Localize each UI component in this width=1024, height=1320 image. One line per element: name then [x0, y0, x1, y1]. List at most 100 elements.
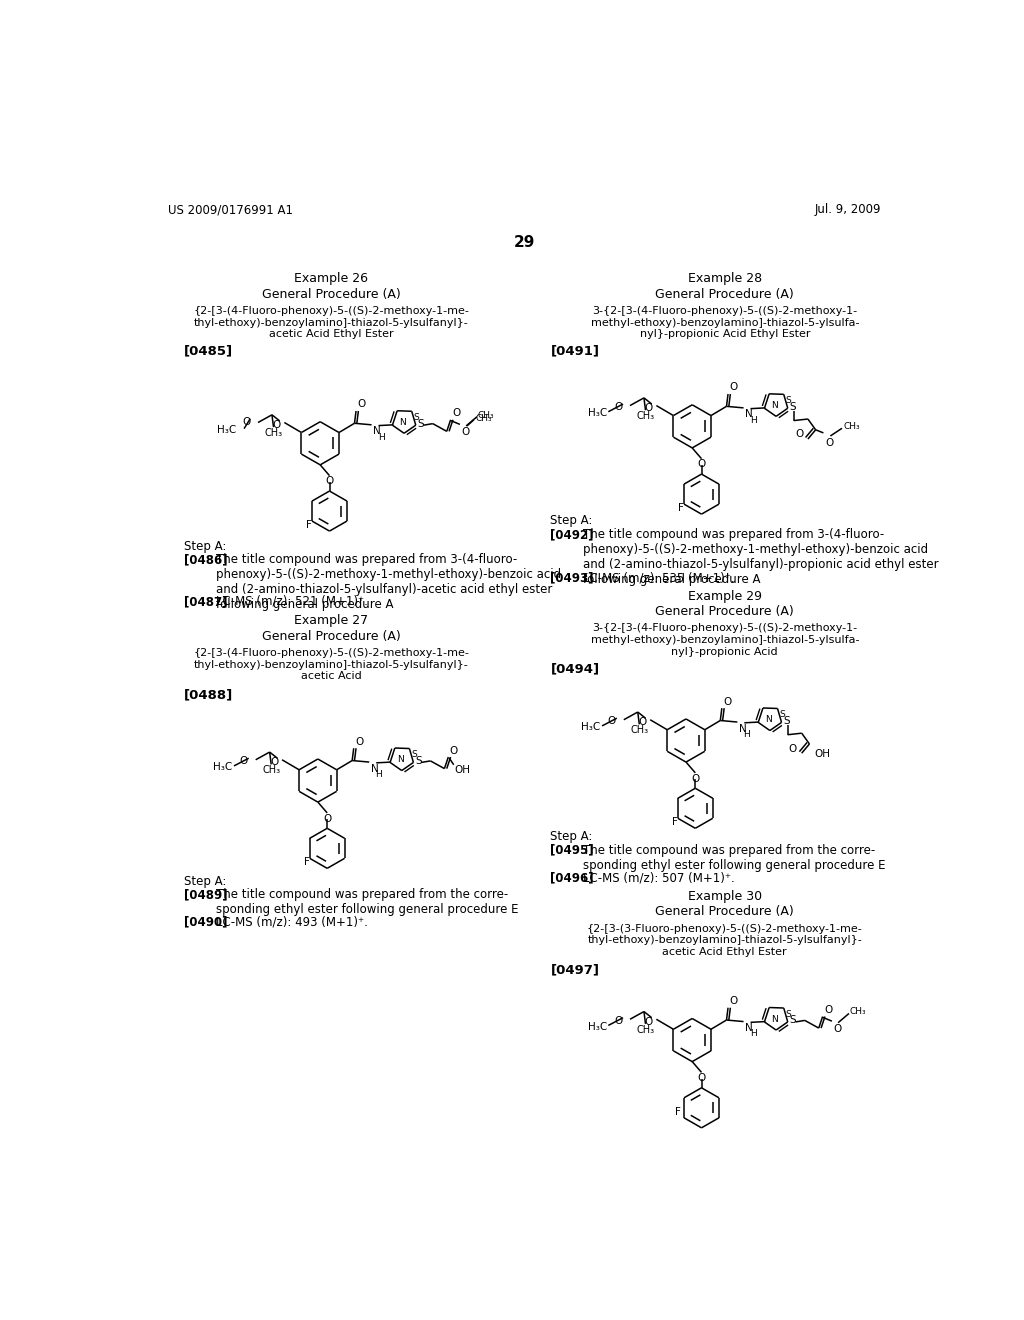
- Text: O: O: [614, 403, 623, 412]
- Text: O: O: [644, 1016, 652, 1027]
- Text: H₃C: H₃C: [217, 425, 237, 436]
- Text: O: O: [614, 1016, 623, 1026]
- Text: 3-{2-[3-(4-Fluoro-phenoxy)-5-((S)-2-methoxy-1-: 3-{2-[3-(4-Fluoro-phenoxy)-5-((S)-2-meth…: [592, 306, 857, 317]
- Text: O: O: [608, 717, 616, 726]
- Text: acetic Acid Ethyl Ester: acetic Acid Ethyl Ester: [663, 946, 787, 957]
- Text: F: F: [679, 503, 684, 513]
- Text: thyl-ethoxy)-benzoylamino]-thiazol-5-ylsulfanyl}-: thyl-ethoxy)-benzoylamino]-thiazol-5-yls…: [194, 660, 468, 669]
- Text: H: H: [750, 1030, 757, 1039]
- Text: O: O: [240, 756, 248, 767]
- Text: S: S: [790, 1015, 796, 1026]
- Text: S: S: [418, 418, 424, 429]
- Text: N: N: [371, 763, 379, 774]
- Text: H: H: [378, 433, 384, 441]
- Text: S: S: [783, 715, 790, 726]
- Text: S: S: [785, 396, 791, 405]
- Text: S: S: [411, 750, 417, 759]
- Text: N: N: [397, 755, 403, 764]
- Text: thyl-ethoxy)-benzoylamino]-thiazol-5-ylsulfanyl}-: thyl-ethoxy)-benzoylamino]-thiazol-5-yls…: [588, 936, 862, 945]
- Text: O: O: [323, 813, 332, 824]
- Text: [0494]: [0494]: [550, 663, 599, 676]
- Text: The title compound was prepared from 3-(4-fluoro-
phenoxy)-5-((S)-2-methoxy-1-me: The title compound was prepared from 3-(…: [216, 553, 561, 611]
- Text: O: O: [638, 717, 646, 727]
- Text: CH₃: CH₃: [844, 422, 860, 432]
- Text: CH₃: CH₃: [637, 1024, 654, 1035]
- Text: O: O: [729, 383, 738, 392]
- Text: [0488]: [0488]: [183, 688, 233, 701]
- Text: N: N: [739, 723, 746, 734]
- Text: O: O: [270, 758, 279, 767]
- Text: O: O: [453, 408, 461, 418]
- Text: H₃C: H₃C: [582, 722, 600, 733]
- Text: [0492]: [0492]: [550, 528, 594, 541]
- Text: S: S: [414, 413, 419, 422]
- Text: Step A:: Step A:: [183, 540, 226, 553]
- Text: F: F: [675, 1106, 681, 1117]
- Text: [0493]: [0493]: [550, 572, 594, 585]
- Text: [0486]: [0486]: [183, 553, 227, 566]
- Text: O: O: [691, 774, 699, 784]
- Text: The title compound was prepared from 3-(4-fluoro-
phenoxy)-5-((S)-2-methoxy-1-me: The title compound was prepared from 3-(…: [583, 528, 939, 586]
- Text: Example 26: Example 26: [294, 272, 368, 285]
- Text: nyl}-propionic Acid Ethyl Ester: nyl}-propionic Acid Ethyl Ester: [640, 330, 810, 339]
- Text: Step A:: Step A:: [550, 515, 593, 527]
- Text: {2-[3-(4-Fluoro-phenoxy)-5-((S)-2-methoxy-1-me-: {2-[3-(4-Fluoro-phenoxy)-5-((S)-2-methox…: [194, 648, 469, 659]
- Text: [0489]: [0489]: [183, 888, 227, 902]
- Text: nyl}-propionic Acid: nyl}-propionic Acid: [672, 647, 778, 656]
- Text: [0496]: [0496]: [550, 871, 594, 884]
- Text: General Procedure (A): General Procedure (A): [655, 605, 795, 618]
- Text: CH₃: CH₃: [264, 428, 283, 438]
- Text: LC-MS (m/z): 535 (M+1)⁺.: LC-MS (m/z): 535 (M+1)⁺.: [583, 572, 734, 585]
- Text: O: O: [450, 746, 458, 755]
- Text: acetic Acid: acetic Acid: [301, 671, 361, 681]
- Text: O: O: [355, 737, 364, 747]
- Text: 3-{2-[3-(4-Fluoro-phenoxy)-5-((S)-2-methoxy-1-: 3-{2-[3-(4-Fluoro-phenoxy)-5-((S)-2-meth…: [592, 623, 857, 634]
- Text: F: F: [304, 857, 310, 867]
- Text: O: O: [729, 997, 738, 1006]
- Text: methyl-ethoxy)-benzoylamino]-thiazol-5-ylsulfa-: methyl-ethoxy)-benzoylamino]-thiazol-5-y…: [591, 635, 859, 645]
- Text: H: H: [750, 416, 757, 425]
- Text: O: O: [697, 459, 706, 470]
- Text: [0487]: [0487]: [183, 595, 227, 609]
- Text: F: F: [306, 520, 312, 529]
- Text: N: N: [745, 1023, 753, 1034]
- Text: {2-[3-(3-Fluoro-phenoxy)-5-((S)-2-methoxy-1-me-: {2-[3-(3-Fluoro-phenoxy)-5-((S)-2-methox…: [587, 924, 862, 933]
- Text: O: O: [644, 403, 652, 413]
- Text: O: O: [357, 400, 366, 409]
- Text: acetic Acid Ethyl Ester: acetic Acid Ethyl Ester: [268, 330, 393, 339]
- Text: N: N: [771, 401, 778, 411]
- Text: General Procedure (A): General Procedure (A): [262, 288, 400, 301]
- Text: O: O: [326, 477, 334, 486]
- Text: O: O: [825, 437, 834, 447]
- Text: S: S: [785, 1010, 791, 1019]
- Text: Example 30: Example 30: [688, 890, 762, 903]
- Text: General Procedure (A): General Procedure (A): [262, 630, 400, 643]
- Text: O: O: [795, 429, 803, 440]
- Text: [0490]: [0490]: [183, 915, 227, 928]
- Text: S: S: [415, 756, 422, 766]
- Text: [0485]: [0485]: [183, 345, 232, 358]
- Text: thyl-ethoxy)-benzoylamino]-thiazol-5-ylsulfanyl}-: thyl-ethoxy)-benzoylamino]-thiazol-5-yls…: [194, 318, 468, 327]
- Text: The title compound was prepared from the corre-
sponding ethyl ester following g: The title compound was prepared from the…: [216, 888, 519, 916]
- Text: OH: OH: [455, 764, 470, 775]
- Text: Step A:: Step A:: [550, 830, 593, 843]
- Text: N: N: [745, 409, 753, 420]
- Text: 29: 29: [514, 235, 536, 251]
- Text: US 2009/0176991 A1: US 2009/0176991 A1: [168, 203, 293, 216]
- Text: N: N: [399, 418, 406, 428]
- Text: CH₃: CH₃: [630, 725, 648, 735]
- Text: Example 29: Example 29: [688, 590, 762, 603]
- Text: O: O: [723, 697, 731, 706]
- Text: H₃C: H₃C: [588, 1022, 607, 1032]
- Text: General Procedure (A): General Procedure (A): [655, 906, 795, 919]
- Text: S: S: [779, 710, 784, 719]
- Text: O: O: [697, 1073, 706, 1084]
- Text: {2-[3-(4-Fluoro-phenoxy)-5-((S)-2-methoxy-1-me-: {2-[3-(4-Fluoro-phenoxy)-5-((S)-2-methox…: [194, 306, 469, 317]
- Text: Example 27: Example 27: [294, 614, 368, 627]
- Text: O: O: [824, 1005, 833, 1015]
- Text: O: O: [462, 428, 470, 437]
- Text: General Procedure (A): General Procedure (A): [655, 288, 795, 301]
- Text: O: O: [272, 420, 281, 430]
- Text: F: F: [672, 817, 678, 828]
- Text: CH₃: CH₃: [850, 1007, 866, 1016]
